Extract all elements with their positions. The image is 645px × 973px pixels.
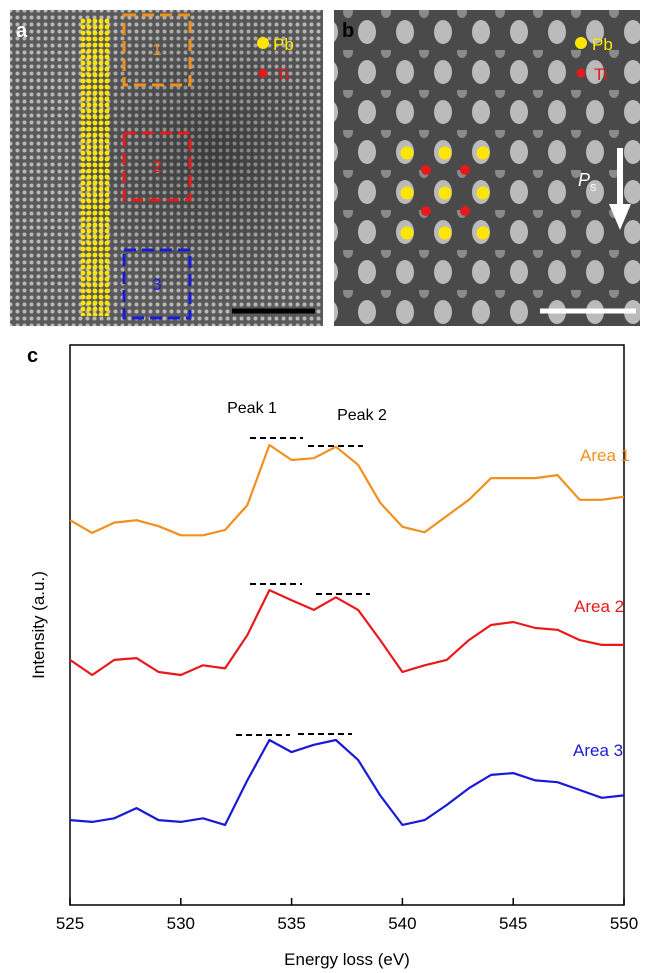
annotation: Peak 1 (227, 400, 277, 417)
x-tick-label: 530 (167, 914, 195, 933)
panel-a: 1 2 3 a Pb Ti (10, 10, 323, 326)
micrograph (334, 10, 640, 326)
panel-c: c Intensity (a.u.) Energy loss (eV) Peak… (27, 345, 638, 969)
legend-marker (577, 69, 586, 78)
x-tick-label: 525 (56, 914, 84, 933)
area-number: 2 (152, 157, 161, 176)
panel-label: b (342, 20, 354, 42)
legend-label: Ti (276, 65, 290, 84)
series-line (70, 740, 624, 825)
plot-frame (70, 345, 624, 905)
panel-b: b Pb Ti Ps (334, 10, 640, 326)
y-axis-label: Intensity (a.u.) (29, 571, 48, 679)
figure: 1 2 3 a Pb Ti b Pb Ti Ps c Intens (0, 0, 645, 973)
subscript: s (590, 179, 597, 194)
series-line (70, 445, 624, 535)
legend-label: Ti (594, 65, 608, 84)
legend-label: Pb (592, 35, 613, 54)
x-tick-label: 550 (610, 914, 638, 933)
panel-label: a (16, 20, 28, 42)
x-axis-label: Energy loss (eV) (284, 950, 410, 969)
series-label: Area 3 (573, 741, 623, 760)
panel-label: c (27, 345, 38, 367)
legend-label: Pb (273, 35, 294, 54)
series-label: Area 1 (580, 446, 630, 465)
legend-marker (575, 37, 587, 49)
x-tick-label: 540 (388, 914, 416, 933)
series-line (70, 590, 624, 675)
area-number: 3 (152, 275, 161, 294)
symbol: P (578, 170, 590, 190)
x-tick-label: 535 (277, 914, 305, 933)
legend-marker (259, 69, 268, 78)
series-label: Area 2 (574, 597, 624, 616)
pb-column (80, 18, 110, 316)
shading (10, 10, 323, 326)
annotation: Peak 2 (337, 407, 387, 424)
x-tick-label: 545 (499, 914, 527, 933)
legend-marker (257, 37, 269, 49)
area-number: 1 (152, 40, 161, 59)
